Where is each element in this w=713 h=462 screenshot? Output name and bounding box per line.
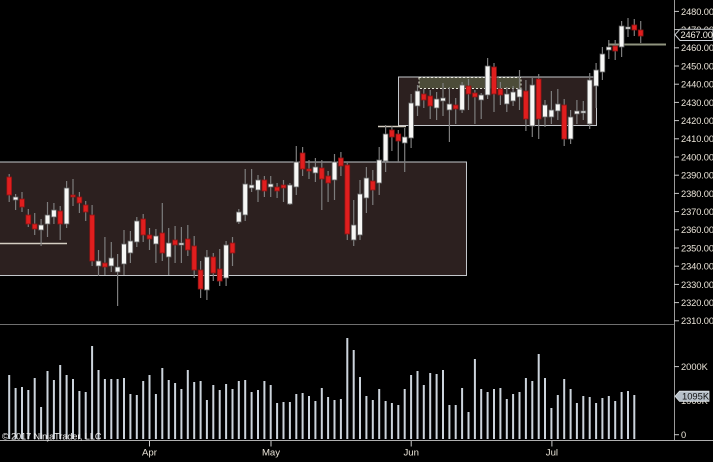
svg-text:2380.00: 2380.00: [681, 189, 713, 199]
svg-text:2420.00: 2420.00: [681, 116, 713, 126]
svg-text:2390.00: 2390.00: [681, 171, 713, 181]
svg-text:2480.00: 2480.00: [681, 7, 713, 17]
svg-text:Apr: Apr: [142, 448, 158, 459]
svg-text:© 2017 NinjaTrader, LLC: © 2017 NinjaTrader, LLC: [2, 432, 102, 442]
svg-text:2370.00: 2370.00: [681, 207, 713, 217]
svg-text:2000K: 2000K: [681, 362, 709, 372]
svg-text:2467.00: 2467.00: [681, 30, 713, 40]
svg-text:2460.00: 2460.00: [681, 43, 713, 53]
svg-text:2350.00: 2350.00: [681, 243, 713, 253]
svg-text:2410.00: 2410.00: [681, 134, 713, 144]
svg-text:2450.00: 2450.00: [681, 61, 713, 71]
svg-text:2360.00: 2360.00: [681, 225, 713, 235]
svg-text:2320.00: 2320.00: [681, 298, 713, 308]
svg-text:2400.00: 2400.00: [681, 152, 713, 162]
svg-text:0: 0: [681, 430, 686, 440]
svg-text:Jul: Jul: [546, 448, 558, 459]
svg-text:2330.00: 2330.00: [681, 280, 713, 290]
svg-text:1095K: 1095K: [682, 391, 710, 402]
svg-text:2430.00: 2430.00: [681, 98, 713, 108]
svg-text:Jun: Jun: [403, 448, 418, 459]
svg-text:2310.00: 2310.00: [681, 316, 713, 326]
svg-text:2440.00: 2440.00: [681, 80, 713, 90]
svg-text:2340.00: 2340.00: [681, 262, 713, 272]
svg-text:May: May: [262, 448, 280, 459]
